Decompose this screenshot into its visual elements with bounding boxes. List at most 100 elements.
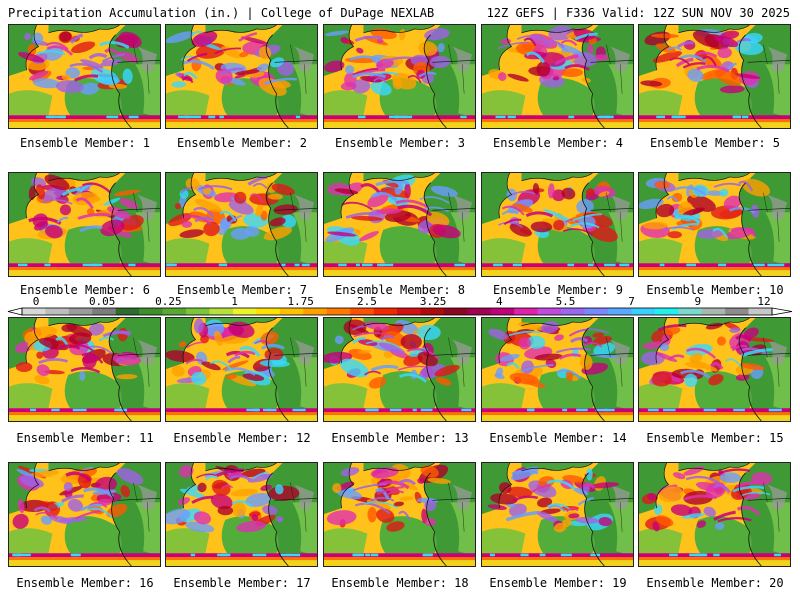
precip-cell	[213, 330, 224, 346]
precip-cell	[743, 327, 759, 339]
ensemble-map-panel[interactable]	[481, 462, 634, 567]
coastline-alaska	[48, 318, 120, 327]
ensemble-map-panel[interactable]	[8, 24, 161, 129]
border-us-canada	[117, 208, 160, 211]
precip-cell	[35, 184, 46, 200]
itcz-heavy-cell	[671, 115, 681, 119]
state-borders	[448, 482, 465, 532]
precip-streak	[507, 330, 542, 337]
itcz-heavy-cell	[771, 263, 785, 267]
precip-cell	[568, 513, 580, 519]
ensemble-map-panel[interactable]	[638, 24, 791, 129]
colorbar-tick-label: 1.75	[287, 295, 314, 308]
precip-streak	[712, 227, 728, 239]
ensemble-map-panel[interactable]	[323, 317, 476, 422]
dry-ocean-zone-west	[9, 528, 53, 554]
state-borders	[133, 192, 150, 242]
precip-streak	[228, 474, 251, 481]
precip-cell	[234, 191, 247, 204]
ensemble-map-panel[interactable]	[323, 24, 476, 129]
precip-cell	[263, 226, 292, 241]
ensemble-map-panel[interactable]	[323, 172, 476, 277]
ensemble-map-panel[interactable]	[8, 172, 161, 277]
ensemble-map-panel[interactable]	[165, 317, 318, 422]
precip-streak	[79, 466, 94, 474]
precip-cell	[543, 209, 572, 222]
itcz-heavy-cell	[493, 263, 503, 267]
colorbar-swatch	[68, 308, 93, 315]
precip-cell	[518, 322, 544, 331]
state-borders	[133, 482, 150, 532]
tropics-band	[482, 122, 633, 128]
ensemble-map-panel[interactable]	[165, 24, 318, 129]
itcz-heavy-cell	[355, 263, 360, 267]
precip-streak	[352, 336, 366, 345]
precip-streak	[683, 494, 717, 501]
precip-streak	[562, 228, 594, 236]
colorbar-tick-label: 9	[694, 295, 702, 308]
land-alaska	[521, 173, 593, 181]
coastline-alaska	[521, 463, 593, 472]
colorbar-swatch	[350, 308, 374, 315]
precip-streak	[380, 335, 395, 341]
precip-cell	[691, 360, 718, 372]
precip-cell	[705, 190, 725, 196]
precip-cell	[432, 224, 461, 239]
ensemble-map-panel[interactable]	[8, 462, 161, 567]
ensemble-map-panel[interactable]	[481, 317, 634, 422]
precip-streak	[69, 63, 104, 74]
coastline-alaska	[678, 173, 750, 182]
itcz-heavy-cell	[489, 553, 495, 557]
precip-streak	[251, 471, 269, 480]
page-title: Precipitation Accumulation (in.) | Colle…	[8, 6, 435, 20]
ensemble-map-panel[interactable]	[8, 317, 161, 422]
precip-cell	[358, 349, 372, 354]
precip-streak	[686, 347, 717, 359]
precip-cell	[751, 204, 760, 218]
colorbar-tick-label: 0	[32, 295, 40, 308]
precip-cell	[552, 76, 560, 81]
state-borders	[448, 337, 465, 387]
ensemble-map-panel[interactable]	[481, 24, 634, 129]
itcz-heavy-cell	[507, 115, 516, 119]
precip-streak	[183, 72, 198, 80]
itcz-heavy-cell	[568, 115, 575, 119]
colorbar-tick-label: 2.5	[356, 295, 377, 308]
itcz-band-edge	[166, 119, 317, 123]
precip-streak	[531, 483, 551, 493]
itcz-heavy-cell	[659, 263, 665, 267]
precip-cell	[171, 365, 185, 377]
itcz-heavy-cell	[454, 263, 466, 267]
itcz-heavy-cell	[280, 553, 290, 557]
land-alaska	[205, 463, 277, 471]
ensemble-map-panel[interactable]	[481, 172, 634, 277]
itcz-heavy-cell	[576, 408, 588, 412]
coastline-west-na	[108, 182, 132, 276]
coastline-asia	[498, 25, 513, 71]
precip-cell	[178, 341, 187, 348]
precip-streak	[738, 180, 754, 192]
coastline-west-na	[423, 182, 447, 276]
ensemble-member-label: Ensemble Member: 9	[492, 283, 624, 297]
precip-cell	[55, 80, 84, 94]
ensemble-map-panel[interactable]	[323, 462, 476, 567]
ensemble-map-panel[interactable]	[165, 172, 318, 277]
itcz-heavy-cell	[562, 408, 568, 412]
coastline-west-na	[423, 472, 447, 566]
ensemble-map-panel[interactable]	[165, 462, 318, 567]
ensemble-map-panel[interactable]	[638, 462, 791, 567]
itcz-band-edge	[9, 557, 160, 561]
precip-cell	[63, 482, 73, 492]
coastline-alaska	[521, 25, 593, 34]
coastline-alaska	[363, 318, 435, 327]
ensemble-map-panel[interactable]	[638, 172, 791, 277]
itcz-heavy-cell	[520, 553, 529, 557]
ensemble-map-panel[interactable]	[638, 317, 791, 422]
dry-ocean-zone-west	[166, 383, 210, 409]
precip-cell	[95, 476, 117, 492]
terrain-gray	[137, 194, 158, 220]
precip-streak	[520, 364, 554, 373]
border-us-canada	[274, 498, 317, 501]
coastline-asia	[182, 173, 197, 219]
terrain-gray	[767, 339, 788, 365]
